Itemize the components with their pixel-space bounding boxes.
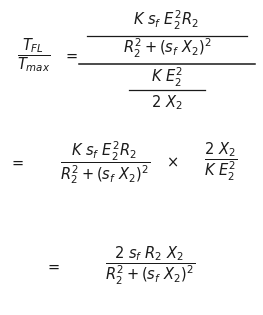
Text: $=$: $=$ [9,155,25,170]
Text: $K\ s_f\ E_2^2 R_2$: $K\ s_f\ E_2^2 R_2$ [133,9,199,32]
Text: $\dfrac{2\ s_f\ R_2\ X_2}{R_2^2+\left(s_f\ X_2\right)^2}$: $\dfrac{2\ s_f\ R_2\ X_2}{R_2^2+\left(s_… [105,245,195,287]
Text: $\dfrac{K\ s_f\ E_2^2 R_2}{R_2^2+\left(s_f\ X_2\right)^2}$: $\dfrac{K\ s_f\ E_2^2 R_2}{R_2^2+\left(s… [60,139,150,186]
Text: $\dfrac{2\ X_2}{K\ E_2^2}$: $\dfrac{2\ X_2}{K\ E_2^2}$ [204,141,238,183]
Text: $\dfrac{T_{FL}}{T_{max}}$: $\dfrac{T_{FL}}{T_{max}}$ [17,36,51,74]
Text: $\times$: $\times$ [166,155,178,170]
Text: $=$: $=$ [63,48,79,63]
Text: $2\ X_2$: $2\ X_2$ [151,93,183,112]
Text: $=$: $=$ [45,259,60,274]
Text: $R_2^2+\left(s_f\ X_2\right)^2$: $R_2^2+\left(s_f\ X_2\right)^2$ [123,37,211,60]
Text: $K\ E_2^2$: $K\ E_2^2$ [151,66,183,89]
